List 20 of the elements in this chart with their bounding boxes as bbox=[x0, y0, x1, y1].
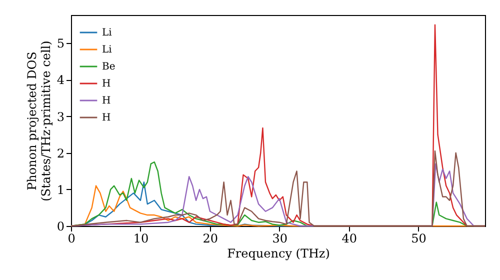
legend-label: H bbox=[102, 78, 111, 90]
x-tick-label: 40 bbox=[342, 232, 357, 246]
x-tick-label: 30 bbox=[272, 232, 288, 246]
legend-label: Li bbox=[102, 28, 112, 38]
legend-label: Be bbox=[102, 62, 116, 72]
y-tick-label: 2 bbox=[56, 146, 64, 160]
y-axis-title: Phonon projected DOS (States/THz·primitive cell) bbox=[24, 40, 53, 202]
x-tick-label: 50 bbox=[411, 232, 426, 246]
x-tick-label: 20 bbox=[202, 232, 218, 246]
y-tick-label: 0 bbox=[56, 220, 64, 234]
legend-label: Li bbox=[102, 44, 112, 56]
legend-label: H bbox=[102, 96, 111, 106]
y-tick-label: 3 bbox=[56, 110, 64, 124]
y-tick-label: 5 bbox=[56, 36, 64, 51]
y-tick-label: 1 bbox=[56, 182, 64, 197]
x-tick-label: 0 bbox=[68, 232, 76, 246]
y-tick-label: 4 bbox=[56, 73, 65, 88]
x-tick-label: 10 bbox=[133, 232, 149, 246]
legend-label: H bbox=[102, 112, 111, 124]
x-axis-title: Frequency (THz) bbox=[227, 246, 330, 260]
